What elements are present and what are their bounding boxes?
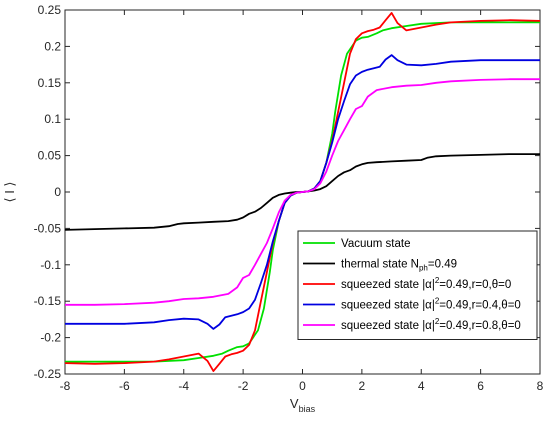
- y-tick-label: -0.1: [40, 258, 61, 272]
- y-tick-label: 0.1: [44, 112, 61, 126]
- legend-box: [297, 230, 538, 340]
- x-tick-label: 2: [359, 379, 366, 393]
- series-layer: [64, 11, 541, 373]
- legend-label: Vacuum state: [341, 238, 410, 250]
- y-tick-label: -0.15: [34, 294, 62, 308]
- series-line-5: [65, 78, 540, 306]
- x-tick-label: -8: [60, 379, 71, 393]
- y-tick-label: 0.05: [38, 149, 62, 163]
- y-tick-label: 0: [54, 185, 61, 199]
- x-tick-label: 6: [477, 379, 484, 393]
- x-axis-ticks: -8 -6 -4 -2 0 2 4 6 8: [60, 10, 544, 393]
- x-tick-label: -6: [119, 379, 130, 393]
- y-tick-label: 0.15: [38, 76, 62, 90]
- x-tick-label: -2: [238, 379, 249, 393]
- x-tick-label: -4: [178, 379, 189, 393]
- x-tick-label: 0: [299, 379, 306, 393]
- legend-label: squeezed state |α|2=0.49,r=0.4,θ=0: [341, 297, 521, 312]
- y-tick-label: 0.25: [38, 3, 62, 17]
- y-axis-ticks: -0.25 -0.2 -0.15 -0.1 -0.05 0 0.05 0.1 0.15 0.2 0.…: [34, 3, 540, 381]
- y-axis-label: ⟨ I ⟩: [2, 182, 17, 203]
- x-tick-label: 4: [418, 379, 425, 393]
- x-tick-label: 8: [537, 379, 544, 393]
- y-tick-label: -0.05: [34, 221, 62, 235]
- y-tick-label: -0.2: [40, 331, 61, 345]
- x-axis-label: Vbias: [290, 396, 316, 414]
- legend-label: thermal state Nph=0.49: [341, 259, 457, 273]
- legend-label: squeezed state |α|2=0.49,r=0.8,θ=0: [341, 317, 521, 332]
- y-tick-label: -0.25: [34, 367, 62, 381]
- y-tick-label: 0.2: [44, 39, 61, 53]
- legend: Vacuum state thermal state Nph=0.49 squeez…: [297, 230, 538, 340]
- legend-label: squeezed state |α|2=0.49,r=0,θ=0: [341, 276, 511, 291]
